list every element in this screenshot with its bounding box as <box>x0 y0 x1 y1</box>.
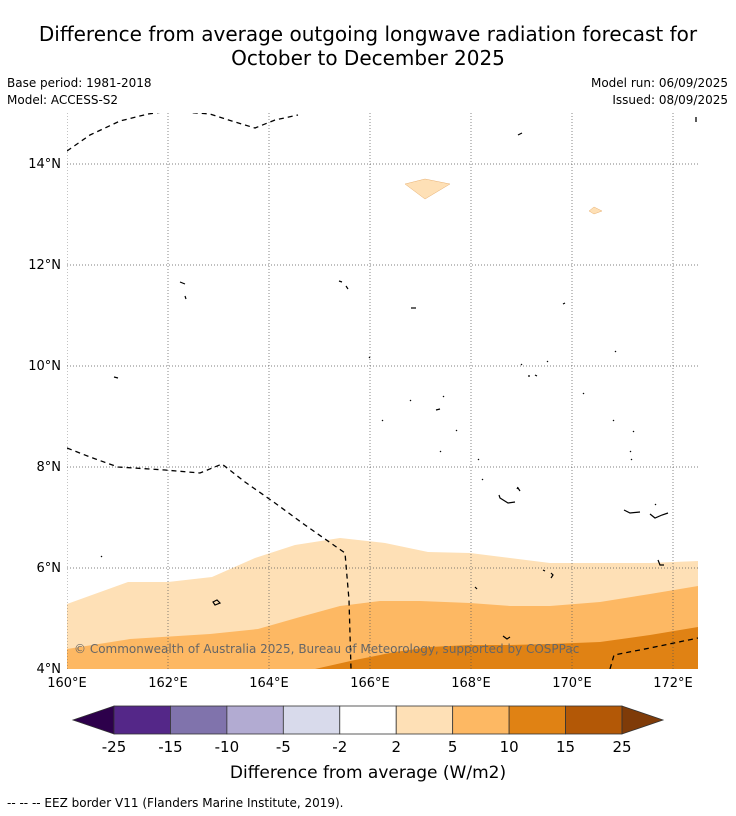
island <box>212 599 222 606</box>
colorbar-bin <box>395 705 454 735</box>
colorbar-tick-label: 25 <box>612 738 631 756</box>
lon-label: 172°E <box>653 676 693 691</box>
colorbar-over-arrow <box>621 705 665 735</box>
colorbar-bin <box>113 705 171 735</box>
colorbar-bin <box>226 705 284 735</box>
title-line-1: Difference from average outgoing longwav… <box>38 22 698 46</box>
lon-label: 168°E <box>451 676 491 691</box>
eez-footnote: -- -- -- EEZ border V11 (Flanders Marine… <box>7 796 344 810</box>
island <box>528 374 538 377</box>
lat-label: 8°N <box>37 460 62 475</box>
meta-left: Base period: 1981-2018 Model: ACCESS-S2 <box>7 75 152 109</box>
issued-date: Issued: 08/09/2025 <box>612 93 728 107</box>
island <box>614 350 617 353</box>
island <box>502 635 511 640</box>
colorbar-tick-label: -2 <box>332 738 347 756</box>
lon-label: 170°E <box>552 676 592 691</box>
anomaly-band-2-5-patch <box>404 178 451 200</box>
island <box>516 486 521 492</box>
island <box>474 586 478 590</box>
anomaly-band-2-5-patch-small <box>588 206 603 215</box>
colorbar-bin <box>565 705 623 735</box>
lon-label: 160°E <box>47 676 87 691</box>
lon-label: 164°E <box>249 676 289 691</box>
colorbar-tick-label: -5 <box>276 738 291 756</box>
colorbar: -25 -15 -10 -5 -2 2 5 10 15 25 Difference from av… <box>71 705 665 783</box>
latitude-labels: 4°N 6°N 8°N 10°N 12°N 14°N <box>28 157 61 677</box>
colorbar-bins <box>71 705 665 735</box>
model-run: Model run: 06/09/2025 <box>590 76 728 90</box>
map-area: © Commonwealth of Australia 2025, Bureau… <box>67 113 698 669</box>
island <box>409 395 445 411</box>
island <box>113 376 119 379</box>
island <box>654 503 657 506</box>
island <box>623 509 669 519</box>
colorbar-bin <box>452 705 510 735</box>
island <box>498 494 516 504</box>
chart-title: Difference from average outgoing longwav… <box>0 22 736 70</box>
title-line-2: October to December 2025 <box>231 46 505 70</box>
lat-label: 14°N <box>28 157 61 172</box>
island <box>542 569 554 579</box>
colorbar-ticks: -25 -15 -10 -5 -2 2 5 10 15 25 <box>102 738 632 756</box>
copyright-notice: © Commonwealth of Australia 2025, Bureau… <box>74 642 579 656</box>
colorbar-label: Difference from average (W/m2) <box>230 763 506 783</box>
island <box>368 356 371 359</box>
colorbar-tick-label: 2 <box>391 738 401 756</box>
island <box>517 132 523 136</box>
longitude-labels: 160°E 162°E 164°E 166°E 168°E 170°E 172°… <box>47 676 693 691</box>
colorbar-tick-label: -15 <box>158 738 183 756</box>
lat-label: 12°N <box>28 258 61 273</box>
lon-label: 162°E <box>148 676 188 691</box>
colorbar-tick-label: 10 <box>500 738 519 756</box>
lat-label: 10°N <box>28 359 61 374</box>
eez-border-south-east <box>609 637 698 669</box>
colorbar-tick-label: -10 <box>215 738 240 756</box>
colorbar-tick-label: 5 <box>448 738 458 756</box>
eez-border-west <box>67 447 352 669</box>
island <box>582 392 585 395</box>
colorbar-bin <box>508 705 566 735</box>
base-period: Base period: 1981-2018 <box>7 76 152 90</box>
anomaly-band-10-15 <box>315 627 698 669</box>
island <box>338 280 349 290</box>
island <box>100 555 103 558</box>
eez-border-north-west <box>67 113 299 152</box>
eez-borders <box>67 113 698 669</box>
islands <box>100 132 669 640</box>
lat-label: 6°N <box>37 561 62 576</box>
meta-right: Model run: 06/09/2025 Issued: 08/09/2025 <box>591 75 728 109</box>
colorbar-under-arrow <box>71 705 115 735</box>
island <box>455 429 633 461</box>
colorbar-bin <box>282 705 341 735</box>
lat-label: 4°N <box>37 662 62 677</box>
island <box>657 559 664 566</box>
island <box>520 360 549 366</box>
model-name: Model: ACCESS-S2 <box>7 93 119 107</box>
colorbar-bin <box>339 705 397 735</box>
colorbar-bin <box>170 705 228 735</box>
island <box>439 450 484 481</box>
island <box>179 281 187 300</box>
lon-label: 166°E <box>350 676 390 691</box>
island <box>562 302 566 305</box>
gridlines <box>67 113 698 669</box>
colorbar-tick-label: 15 <box>556 738 575 756</box>
island <box>381 419 635 433</box>
colorbar-tick-label: -25 <box>102 738 127 756</box>
